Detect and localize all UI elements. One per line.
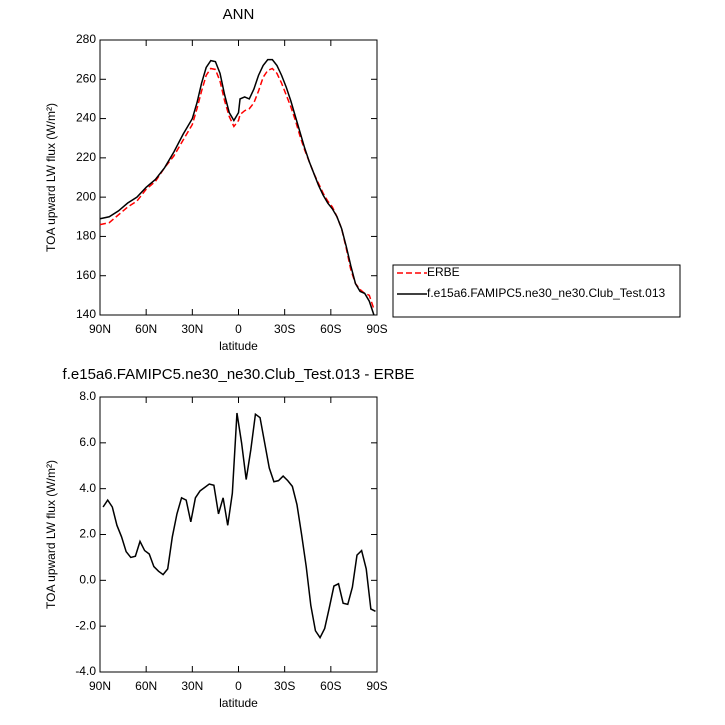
x-tick-label: 0 <box>235 322 242 336</box>
y-tick-label: 200 <box>76 189 96 203</box>
x-tick-label: 90N <box>89 679 111 693</box>
y-tick-label: 160 <box>76 268 96 282</box>
legend-label: f.e15a6.FAMIPC5.ne30_ne30.Club_Test.013 <box>427 286 665 300</box>
plot-frame <box>99 396 378 673</box>
y-tick-label: 8.0 <box>79 389 96 403</box>
y-tick-label: 6.0 <box>79 435 96 449</box>
legend-box <box>392 264 681 318</box>
legend-label: ERBE <box>427 265 460 279</box>
plot-frame <box>99 39 378 316</box>
x-tick-label: 90N <box>89 322 111 336</box>
y-tick-label: 280 <box>76 32 96 46</box>
x-tick-label: 60S <box>320 322 341 336</box>
x-axis-label: latitude <box>219 339 258 353</box>
legend: ERBE f.e15a6.FAMIPC5.ne30_ne30.Club_Test.… <box>392 264 681 318</box>
y-tick-label: 140 <box>76 307 96 321</box>
x-tick-label: 30N <box>181 679 203 693</box>
y-tick-label: -4.0 <box>75 664 96 678</box>
y-tick-label: 260 <box>76 71 96 85</box>
x-tick-label: 90S <box>366 679 387 693</box>
series-line <box>99 58 375 316</box>
y-tick-label: -2.0 <box>75 618 96 632</box>
y-tick-label: 2.0 <box>79 527 96 541</box>
y-tick-label: 240 <box>76 111 96 125</box>
y-axis-label: TOA upward LW flux (W/m²) <box>44 460 58 609</box>
y-tick-label: 4.0 <box>79 481 96 495</box>
y-tick-label: 220 <box>76 150 96 164</box>
x-tick-label: 30S <box>274 322 295 336</box>
series-line <box>99 67 375 310</box>
x-tick-label: 30N <box>181 322 203 336</box>
x-tick-label: 60N <box>135 679 157 693</box>
x-tick-label: 60N <box>135 322 157 336</box>
y-axis-label: TOA upward LW flux (W/m²) <box>44 103 58 252</box>
chart-title: ANN <box>223 6 255 23</box>
x-tick-label: 90S <box>366 322 387 336</box>
y-tick-label: 180 <box>76 229 96 243</box>
y-tick-label: 0.0 <box>79 573 96 587</box>
chart-title: f.e15a6.FAMIPC5.ne30_ne30.Club_Test.013 … <box>63 366 415 383</box>
series-line <box>102 412 376 640</box>
x-tick-label: 30S <box>274 679 295 693</box>
x-axis-label: latitude <box>219 696 258 710</box>
x-tick-label: 0 <box>235 679 242 693</box>
x-tick-label: 60S <box>320 679 341 693</box>
